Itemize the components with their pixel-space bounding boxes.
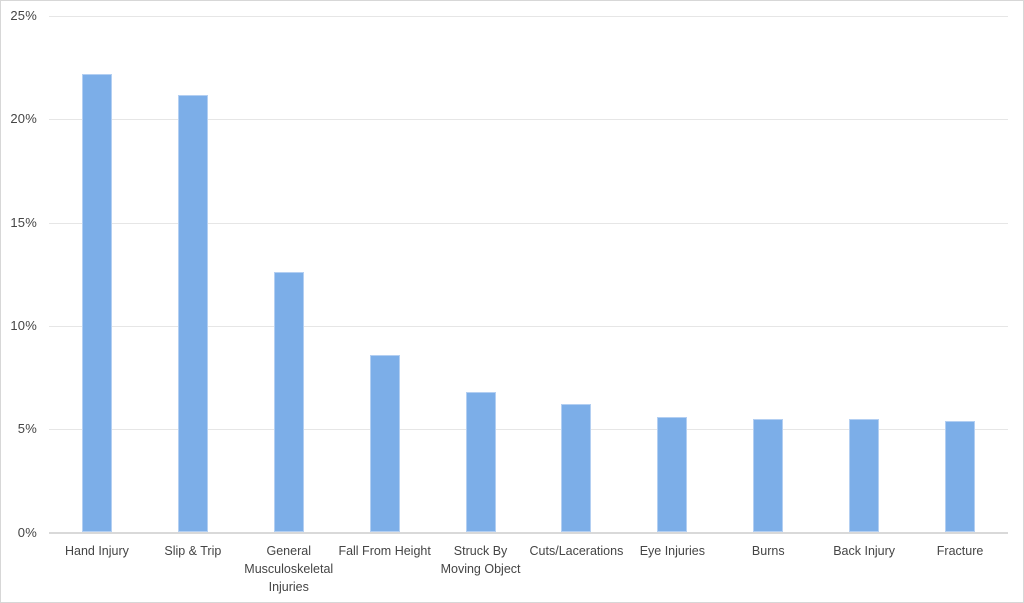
y-axis-tick-label: 0%: [17, 524, 37, 540]
y-axis-tick-label: 15%: [10, 214, 37, 230]
bar-fracture[interactable]: [945, 420, 976, 533]
x-axis-baseline: [49, 532, 1008, 534]
x-axis-category-label: Burns: [751, 544, 785, 558]
bar-fall-from-height[interactable]: [369, 354, 400, 533]
bar-burns[interactable]: [753, 418, 784, 533]
x-axis-category-label: Fall From Height: [338, 544, 431, 558]
bar-back-injury[interactable]: [849, 418, 880, 533]
y-gridline: [49, 119, 1008, 121]
x-axis-category-label: Hand Injury: [64, 544, 129, 558]
y-gridline: [49, 222, 1008, 224]
x-axis-category-label: Fracture: [936, 544, 984, 558]
y-gridline: [49, 429, 1008, 431]
bar-eye-injuries[interactable]: [657, 416, 688, 533]
y-axis-tick-label: 25%: [10, 8, 37, 23]
x-axis-category-label: Back Injury: [833, 544, 896, 558]
y-gridline: [49, 16, 1008, 17]
y-gridline: [49, 325, 1008, 327]
x-axis-category-label: Slip & Trip: [164, 544, 222, 558]
bar-hand-injury[interactable]: [81, 73, 112, 533]
x-axis-category-label: Cuts/Lacerations: [529, 544, 624, 558]
x-axis-category-label: Eye Injuries: [639, 544, 705, 558]
y-axis-tick-label: 10%: [10, 317, 37, 333]
x-axis-category-label: General Musculoskeletal Injuries: [244, 544, 334, 594]
y-axis-tick-label: 5%: [17, 421, 37, 437]
bar-cuts-lacerations[interactable]: [561, 404, 592, 533]
y-axis-tick-label: 20%: [10, 111, 37, 127]
x-axis-category-label: Struck By Moving Object: [440, 544, 521, 576]
bar-general[interactable]: [273, 272, 304, 533]
bar-struck-by[interactable]: [465, 392, 496, 533]
bar-slip-trip[interactable]: [177, 94, 208, 533]
